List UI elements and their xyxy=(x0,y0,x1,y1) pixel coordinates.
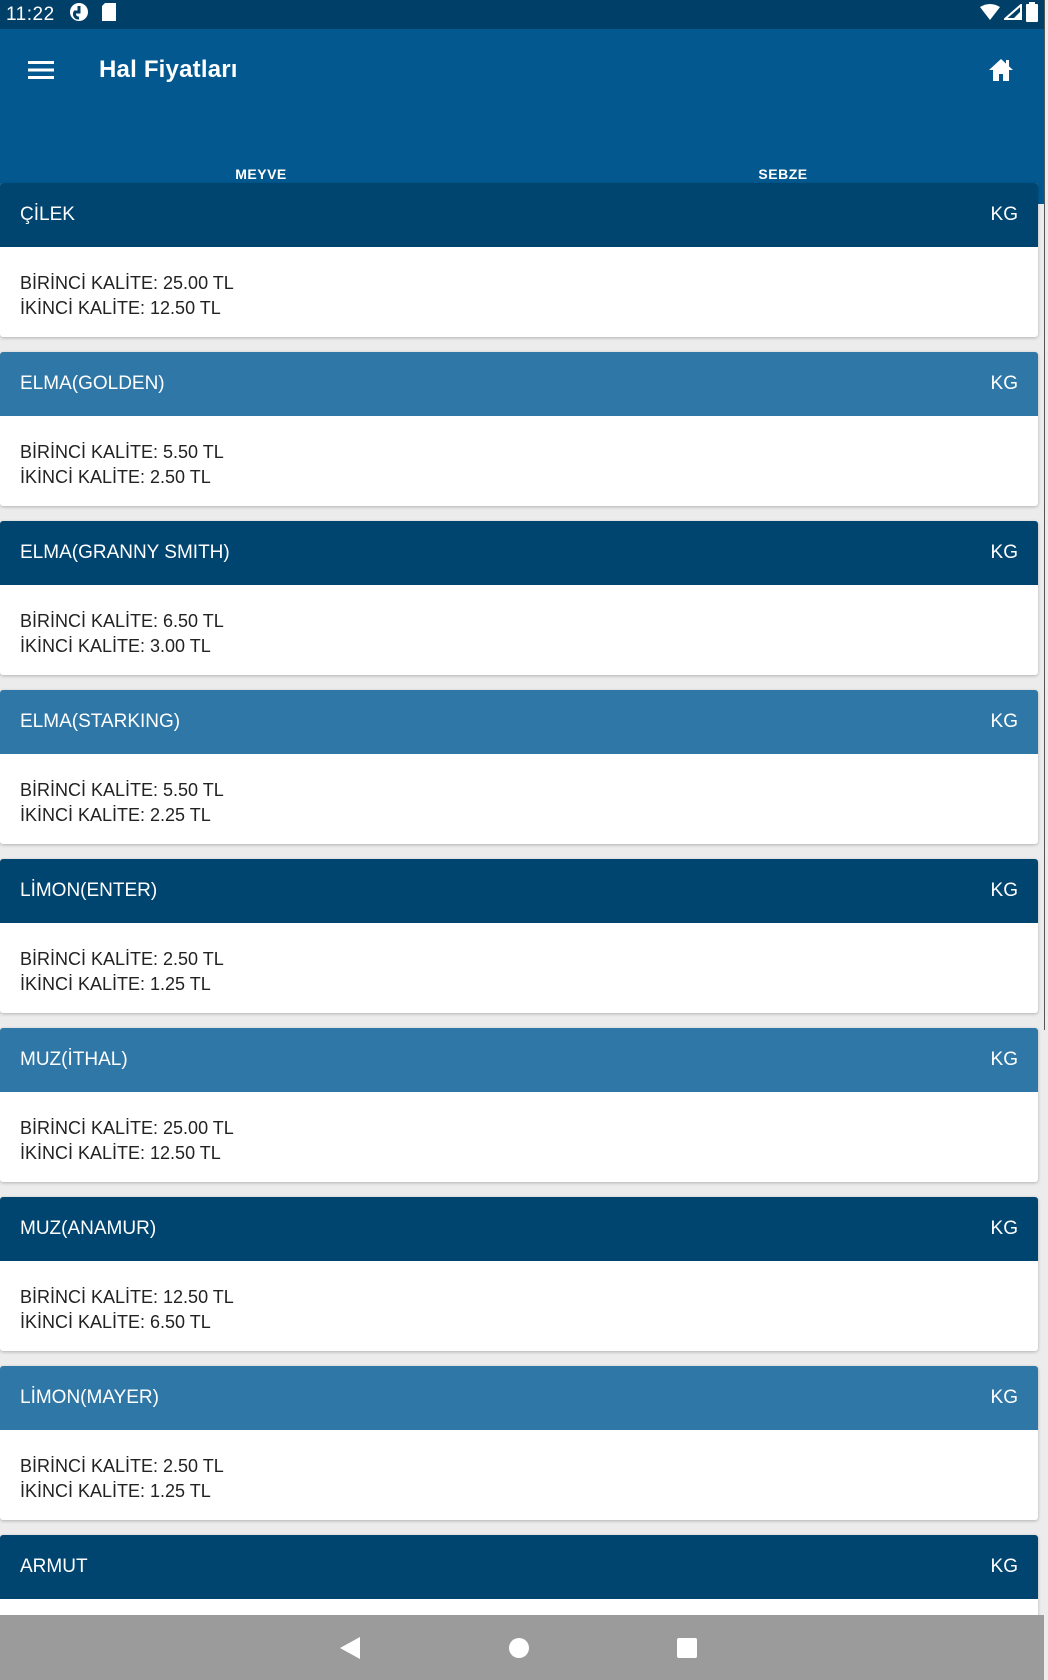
product-prices: BİRİNCİ KALİTE: 12.50 TL İKİNCİ KALİTE: … xyxy=(0,1261,1038,1335)
second-quality-price: İKİNCİ KALİTE: 2.25 TL xyxy=(20,805,211,825)
circle-home-icon xyxy=(509,1638,529,1658)
page-title: Hal Fiyatları xyxy=(99,56,238,83)
first-quality-price: BİRİNCİ KALİTE: 6.50 TL xyxy=(20,611,224,631)
signal-icon xyxy=(1002,2,1022,26)
edge-divider xyxy=(1044,0,1048,1030)
second-quality-price: İKİNCİ KALİTE: 1.25 TL xyxy=(20,974,211,994)
product-unit: KG xyxy=(990,711,1018,732)
product-prices: BİRİNCİ KALİTE: 25.00 TL İKİNCİ KALİTE: … xyxy=(0,1092,1038,1166)
product-header: ELMA(GRANNY SMITH) KG xyxy=(0,521,1038,585)
product-prices: BİRİNCİ KALİTE: 6.50 TL İKİNCİ KALİTE: 3… xyxy=(0,585,1038,659)
product-card[interactable]: MUZ(ANAMUR) KG BİRİNCİ KALİTE: 12.50 TL … xyxy=(0,1197,1038,1351)
second-quality-price: İKİNCİ KALİTE: 6.50 TL xyxy=(20,1312,211,1332)
product-name: LİMON(ENTER) xyxy=(20,880,158,901)
sd-card-icon xyxy=(101,2,117,28)
home-nav-button[interactable] xyxy=(504,1633,534,1663)
menu-icon xyxy=(28,61,54,79)
first-quality-price: BİRİNCİ KALİTE: 12.50 TL xyxy=(20,1287,234,1307)
second-quality-price: İKİNCİ KALİTE: 1.25 TL xyxy=(20,1481,211,1501)
product-prices: BİRİNCİ KALİTE: 5.50 TL İKİNCİ KALİTE: 2… xyxy=(0,754,1038,828)
product-name: ÇİLEK xyxy=(20,204,75,225)
product-name: ARMUT xyxy=(20,1556,88,1577)
tab-label: MEYVE xyxy=(235,165,287,182)
product-header: ELMA(STARKING) KG xyxy=(0,690,1038,754)
product-header: LİMON(ENTER) KG xyxy=(0,859,1038,923)
recents-button[interactable] xyxy=(672,1633,702,1663)
app-bar: Hal Fiyatları MEYVE SEBZE xyxy=(0,29,1044,204)
product-card[interactable]: LİMON(MAYER) KG BİRİNCİ KALİTE: 2.50 TL … xyxy=(0,1366,1038,1520)
product-unit: KG xyxy=(990,1387,1018,1408)
second-quality-price: İKİNCİ KALİTE: 2.50 TL xyxy=(20,467,211,487)
product-card[interactable]: ELMA(GOLDEN) KG BİRİNCİ KALİTE: 5.50 TL … xyxy=(0,352,1038,506)
back-icon xyxy=(340,1637,360,1659)
product-card[interactable]: ARMUT KG xyxy=(0,1535,1038,1680)
product-card[interactable]: MUZ(İTHAL) KG BİRİNCİ KALİTE: 25.00 TL İ… xyxy=(0,1028,1038,1182)
menu-button[interactable] xyxy=(22,51,60,89)
tab-sebze[interactable]: SEBZE xyxy=(522,143,1044,204)
product-card[interactable]: ELMA(GRANNY SMITH) KG BİRİNCİ KALİTE: 6.… xyxy=(0,521,1038,675)
sync-icon xyxy=(69,2,89,28)
product-prices: BİRİNCİ KALİTE: 25.00 TL İKİNCİ KALİTE: … xyxy=(0,247,1038,321)
product-unit: KG xyxy=(990,373,1018,394)
wifi-icon xyxy=(980,3,1000,26)
square-recents-icon xyxy=(677,1638,697,1658)
first-quality-price: BİRİNCİ KALİTE: 25.00 TL xyxy=(20,1118,234,1138)
second-quality-price: İKİNCİ KALİTE: 12.50 TL xyxy=(20,298,221,318)
system-nav-bar xyxy=(0,1615,1044,1680)
product-header: MUZ(ANAMUR) KG xyxy=(0,1197,1038,1261)
first-quality-price: BİRİNCİ KALİTE: 2.50 TL xyxy=(20,949,224,969)
first-quality-price: BİRİNCİ KALİTE: 5.50 TL xyxy=(20,442,224,462)
product-name: LİMON(MAYER) xyxy=(20,1387,159,1408)
battery-icon xyxy=(1026,1,1038,28)
product-header: ÇİLEK KG xyxy=(0,183,1038,247)
product-unit: KG xyxy=(990,1218,1018,1239)
product-name: MUZ(ANAMUR) xyxy=(20,1218,157,1239)
product-header: ARMUT KG xyxy=(0,1535,1038,1599)
product-card[interactable]: ELMA(STARKING) KG BİRİNCİ KALİTE: 5.50 T… xyxy=(0,690,1038,844)
status-bar: 11:22 xyxy=(0,0,1044,29)
first-quality-price: BİRİNCİ KALİTE: 25.00 TL xyxy=(20,273,234,293)
product-card[interactable]: LİMON(ENTER) KG BİRİNCİ KALİTE: 2.50 TL … xyxy=(0,859,1038,1013)
product-unit: KG xyxy=(990,880,1018,901)
product-name: ELMA(GRANNY SMITH) xyxy=(20,542,230,563)
product-header: LİMON(MAYER) KG xyxy=(0,1366,1038,1430)
first-quality-price: BİRİNCİ KALİTE: 5.50 TL xyxy=(20,780,224,800)
product-header: MUZ(İTHAL) KG xyxy=(0,1028,1038,1092)
product-name: ELMA(GOLDEN) xyxy=(20,373,165,394)
product-name: ELMA(STARKING) xyxy=(20,711,181,732)
product-unit: KG xyxy=(990,542,1018,563)
product-prices: BİRİNCİ KALİTE: 2.50 TL İKİNCİ KALİTE: 1… xyxy=(0,1430,1038,1504)
product-unit: KG xyxy=(990,204,1018,225)
home-button[interactable] xyxy=(984,53,1018,87)
product-unit: KG xyxy=(990,1049,1018,1070)
status-time: 11:22 xyxy=(6,3,55,25)
product-prices: BİRİNCİ KALİTE: 2.50 TL İKİNCİ KALİTE: 1… xyxy=(0,923,1038,997)
second-quality-price: İKİNCİ KALİTE: 12.50 TL xyxy=(20,1143,221,1163)
first-quality-price: BİRİNCİ KALİTE: 2.50 TL xyxy=(20,1456,224,1476)
tab-label: SEBZE xyxy=(758,165,808,182)
product-name: MUZ(İTHAL) xyxy=(20,1049,128,1070)
home-icon xyxy=(989,59,1013,81)
product-list[interactable]: ÇİLEK KG BİRİNCİ KALİTE: 25.00 TL İKİNCİ… xyxy=(0,183,1038,1680)
product-card[interactable]: ÇİLEK KG BİRİNCİ KALİTE: 25.00 TL İKİNCİ… xyxy=(0,183,1038,337)
second-quality-price: İKİNCİ KALİTE: 3.00 TL xyxy=(20,636,211,656)
product-prices: BİRİNCİ KALİTE: 5.50 TL İKİNCİ KALİTE: 2… xyxy=(0,416,1038,490)
product-header: ELMA(GOLDEN) KG xyxy=(0,352,1038,416)
product-unit: KG xyxy=(990,1556,1018,1577)
back-button[interactable] xyxy=(335,1633,365,1663)
